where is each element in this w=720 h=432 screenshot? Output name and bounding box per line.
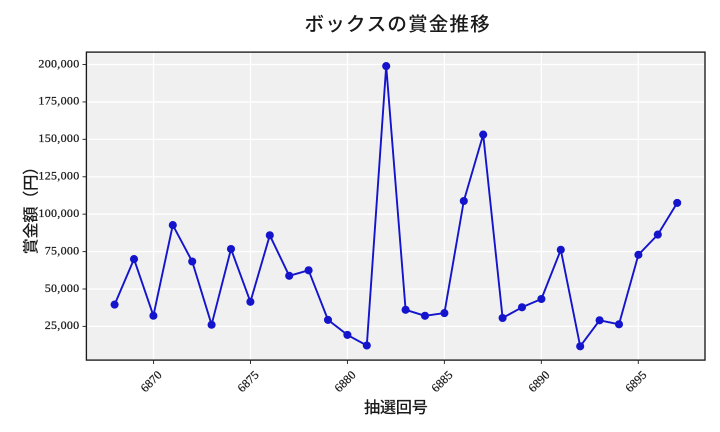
svg-text:75,000: 75,000: [45, 243, 80, 257]
svg-text:50,000: 50,000: [45, 281, 80, 295]
svg-text:25,000: 25,000: [45, 318, 80, 332]
svg-text:125,000: 125,000: [38, 169, 79, 183]
svg-text:175,000: 175,000: [38, 94, 79, 108]
svg-text:100,000: 100,000: [38, 206, 79, 220]
svg-text:200,000: 200,000: [38, 56, 79, 70]
svg-text:150,000: 150,000: [38, 131, 79, 145]
